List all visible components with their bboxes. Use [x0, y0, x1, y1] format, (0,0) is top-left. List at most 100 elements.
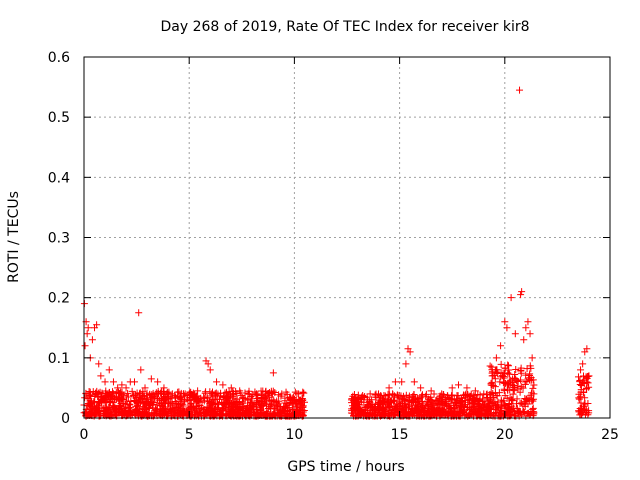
data-point: [583, 345, 591, 353]
data-point: [399, 392, 407, 400]
data-point: [93, 321, 101, 329]
data-point: [491, 398, 499, 406]
data-point: [291, 388, 299, 396]
data-point: [351, 399, 359, 407]
data-point: [575, 394, 583, 402]
data-point: [527, 408, 535, 416]
data-point: [497, 342, 505, 350]
data-point: [454, 392, 462, 400]
data-point: [145, 402, 153, 410]
data-point: [196, 402, 204, 410]
data-point: [296, 407, 304, 415]
data-point: [421, 408, 429, 416]
data-point: [375, 390, 383, 398]
data-point: [519, 384, 527, 392]
data-point: [384, 390, 392, 398]
data-point: [105, 366, 113, 374]
data-point: [116, 401, 124, 409]
data-point: [203, 404, 211, 412]
data-point: [95, 360, 103, 368]
data-point: [177, 393, 185, 401]
data-point: [394, 394, 402, 402]
data-point: [227, 384, 235, 392]
data-point: [270, 396, 278, 404]
data-point: [519, 408, 527, 416]
data-point: [132, 402, 140, 410]
data-point: [138, 409, 146, 417]
data-point: [112, 389, 120, 397]
data-point: [219, 381, 227, 389]
data-point: [286, 393, 294, 401]
data-point: [154, 378, 162, 386]
data-point: [105, 408, 113, 416]
data-point: [90, 398, 98, 406]
data-point: [497, 369, 505, 377]
data-point: [511, 330, 519, 338]
data-point: [367, 402, 375, 410]
data-point: [393, 392, 401, 400]
data-point: [371, 406, 379, 414]
data-point: [135, 309, 143, 317]
data-point: [199, 406, 207, 414]
data-point: [435, 394, 443, 402]
data-point: [522, 324, 530, 332]
data-point: [109, 399, 117, 407]
data-point: [386, 412, 394, 420]
data-point: [244, 390, 252, 398]
data-point: [511, 370, 519, 378]
data-point: [246, 403, 254, 411]
data-point: [584, 399, 592, 407]
data-point: [93, 390, 101, 398]
data-point: [87, 404, 95, 412]
data-point: [480, 390, 488, 398]
data-point: [472, 404, 480, 412]
data-point: [116, 389, 124, 397]
data-point: [529, 384, 537, 392]
data-point: [241, 394, 249, 402]
data-point: [127, 404, 135, 412]
data-point: [414, 402, 422, 410]
data-point: [525, 394, 533, 402]
data-point: [503, 324, 511, 332]
data-point: [522, 371, 530, 379]
data-point: [575, 395, 583, 403]
data-point: [524, 318, 532, 326]
data-point: [155, 390, 163, 398]
data-point: [476, 391, 484, 399]
data-point: [366, 390, 374, 398]
data-point: [528, 354, 536, 362]
data-point: [136, 389, 144, 397]
data-point: [574, 373, 582, 381]
data-point: [92, 391, 100, 399]
data-point: [295, 390, 303, 398]
data-point: [349, 409, 357, 417]
data-point: [529, 397, 537, 405]
data-point: [453, 396, 461, 404]
data-point: [504, 362, 512, 370]
data-point: [85, 395, 93, 403]
data-point: [474, 410, 482, 418]
data-point: [178, 409, 186, 417]
data-point: [442, 398, 450, 406]
data-point: [81, 394, 89, 402]
data-point: [224, 408, 232, 416]
data-point: [215, 404, 223, 412]
data-point: [509, 390, 517, 398]
x-tick-label: 10: [285, 427, 303, 443]
data-point: [153, 405, 161, 413]
data-point: [234, 411, 242, 419]
data-point: [213, 378, 221, 386]
data-point: [427, 393, 435, 401]
data-point: [189, 391, 197, 399]
data-point: [402, 360, 410, 368]
data-point: [237, 404, 245, 412]
data-point: [109, 378, 117, 386]
data-point: [239, 399, 247, 407]
y-tick-label: 0.4: [48, 170, 70, 186]
data-point: [464, 396, 472, 404]
data-point: [358, 393, 366, 401]
data-point: [491, 383, 499, 391]
data-point: [101, 378, 109, 386]
data-point: [581, 411, 589, 419]
y-tick-label: 0.6: [48, 50, 70, 66]
